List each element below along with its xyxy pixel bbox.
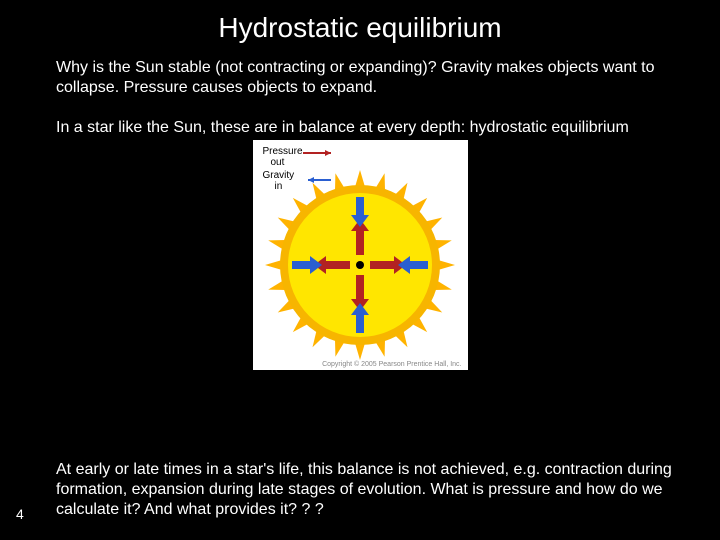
label-in: in bbox=[275, 181, 283, 192]
diagram-container: Pressure out Gravity in bbox=[0, 140, 720, 370]
diagram-copyright: Copyright © 2005 Pearson Prentice Hall, … bbox=[322, 361, 461, 368]
label-pressure: Pressure bbox=[263, 146, 303, 157]
label-out: out bbox=[271, 157, 285, 168]
sun-diagram: Pressure out Gravity in bbox=[253, 140, 468, 370]
diagram-labels: Pressure out Gravity in bbox=[263, 146, 303, 192]
label-gravity: Gravity bbox=[263, 170, 295, 181]
slide-title: Hydrostatic equilibrium bbox=[0, 0, 720, 52]
paragraph-3: At early or late times in a star's life,… bbox=[0, 454, 720, 526]
paragraph-1: Why is the Sun stable (not contracting o… bbox=[0, 52, 720, 104]
paragraph-2: In a star like the Sun, these are in bal… bbox=[0, 104, 720, 144]
page-number: 4 bbox=[16, 506, 24, 522]
